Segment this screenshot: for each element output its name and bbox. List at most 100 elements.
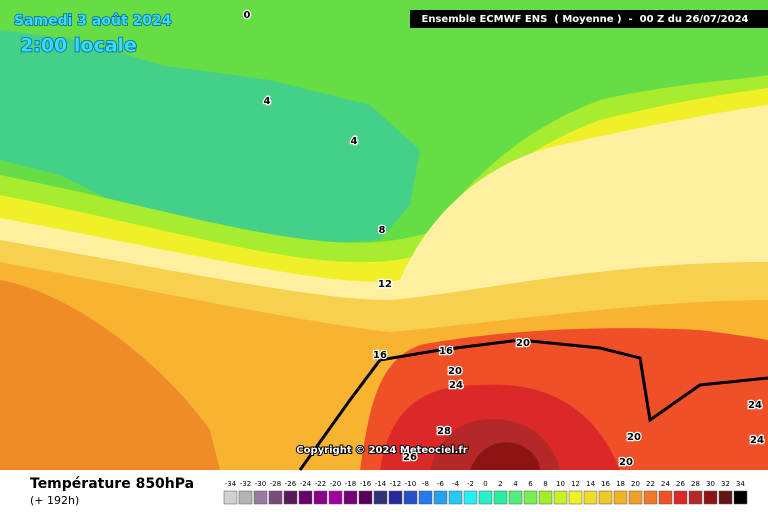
legend-label: -12 <box>390 480 401 488</box>
legend-swatch <box>433 490 448 505</box>
legend-label: -2 <box>467 480 474 488</box>
temp-band <box>0 280 220 470</box>
legend-label: 28 <box>691 480 700 488</box>
legend-label: -4 <box>452 480 460 488</box>
copyright: Copyright © 2024 Meteociel.fr <box>296 445 467 456</box>
legend-swatch <box>253 490 268 505</box>
legend-swatch <box>358 490 373 505</box>
legend-label: 22 <box>646 480 655 488</box>
legend-swatch <box>493 490 508 505</box>
legend-label: -34 <box>225 480 237 488</box>
coastline <box>298 338 768 471</box>
legend-label: 32 <box>721 480 730 488</box>
legend-swatch <box>478 490 493 505</box>
footer-lead: (+ 192h) <box>30 494 79 507</box>
color-legend: -34 -32 -30 -28 -26 -24 -22 -20 -18 -16 -14 -12 -10-… <box>223 480 748 505</box>
legend-label: 24 <box>661 480 670 488</box>
legend-swatch <box>448 490 463 505</box>
legend-label: 8 <box>543 480 547 488</box>
legend-label: 12 <box>571 480 580 488</box>
legend-label: -16 <box>360 480 372 488</box>
contour-label: 20 <box>448 366 462 377</box>
contour-label: 26 <box>403 452 417 463</box>
legend-swatch <box>568 490 583 505</box>
contour-label: 20 <box>627 432 641 443</box>
legend-swatch <box>418 490 433 505</box>
legend-swatch <box>703 490 718 505</box>
legend-label: -30 <box>255 480 266 488</box>
footer-title: Température 850hPa <box>30 476 194 492</box>
legend-label: 34 <box>736 480 745 488</box>
legend-swatch <box>223 490 238 505</box>
contour-label: 16 <box>439 346 453 357</box>
legend-label: -22 <box>315 480 326 488</box>
legend-swatch <box>673 490 688 505</box>
legend-swatch <box>388 490 403 505</box>
legend-swatch <box>343 490 358 505</box>
legend-label: 6 <box>528 480 533 488</box>
cold-region <box>0 30 420 245</box>
legend-label: -6 <box>437 480 445 488</box>
legend-label: 2 <box>498 480 502 488</box>
legend-label: 10 <box>556 480 565 488</box>
contour-labels: 0 4 4 8 12 16 16 20 20 24 28 26 20 20 24 24 <box>242 9 765 470</box>
temp-band <box>470 442 540 470</box>
legend-label: -32 <box>240 480 251 488</box>
contour-label: 4 <box>264 96 271 107</box>
legend-label: 14 <box>586 480 595 488</box>
legend-swatch <box>373 490 388 505</box>
legend-label: 18 <box>616 480 625 488</box>
legend-label: 4 <box>513 480 518 488</box>
contour-label: 8 <box>379 225 386 236</box>
run-box <box>410 10 768 28</box>
legend-swatch <box>238 490 253 505</box>
legend-label: -18 <box>345 480 356 488</box>
legend-swatch <box>313 490 328 505</box>
legend-swatch <box>613 490 628 505</box>
legend-label: -20 <box>330 480 341 488</box>
contour-label: 12 <box>378 279 392 290</box>
legend-swatch <box>283 490 298 505</box>
contour-label: 0 <box>244 10 251 21</box>
legend-label: 20 <box>631 480 640 488</box>
contour-label: 20 <box>516 338 530 349</box>
legend-swatch <box>598 490 613 505</box>
legend-label: -14 <box>375 480 387 488</box>
legend-label: -28 <box>270 480 281 488</box>
legend-swatch <box>508 490 523 505</box>
legend-swatch <box>733 490 748 505</box>
legend-label: 16 <box>601 480 610 488</box>
legend-swatch <box>523 490 538 505</box>
legend-swatch <box>553 490 568 505</box>
contour-label: 4 <box>351 136 358 147</box>
legend-swatch <box>538 490 553 505</box>
legend-label: -8 <box>422 480 429 488</box>
legend-label: -10 <box>405 480 416 488</box>
legend-swatch <box>658 490 673 505</box>
legend-swatch <box>298 490 313 505</box>
legend-swatch <box>328 490 343 505</box>
legend-label: 30 <box>706 480 715 488</box>
legend-swatch <box>643 490 658 505</box>
legend-swatch <box>688 490 703 505</box>
legend-swatch <box>628 490 643 505</box>
contour-label: 28 <box>437 426 451 437</box>
legend-swatch <box>463 490 478 505</box>
legend-label: 26 <box>676 480 685 488</box>
legend-label: 0 <box>483 480 487 488</box>
legend-swatch <box>718 490 733 505</box>
date: Samedi 3 août 2024 <box>14 13 172 29</box>
run-info: Ensemble ECMWF ENS ( Moyenne ) - 00 Z du… <box>422 14 749 25</box>
legend-swatch <box>583 490 598 505</box>
contour-label: 24 <box>449 380 463 391</box>
legend-label: -26 <box>285 480 297 488</box>
legend-swatch <box>268 490 283 505</box>
contour-label: 24 <box>750 435 764 446</box>
contour-label: 16 <box>373 350 387 361</box>
legend-swatch <box>403 490 418 505</box>
legend-label: -24 <box>300 480 312 488</box>
map: Copyright © 2024 Meteociel.fr <box>0 0 768 471</box>
local-time: 2:00 locale <box>20 35 137 57</box>
contour-label: 20 <box>619 457 633 468</box>
